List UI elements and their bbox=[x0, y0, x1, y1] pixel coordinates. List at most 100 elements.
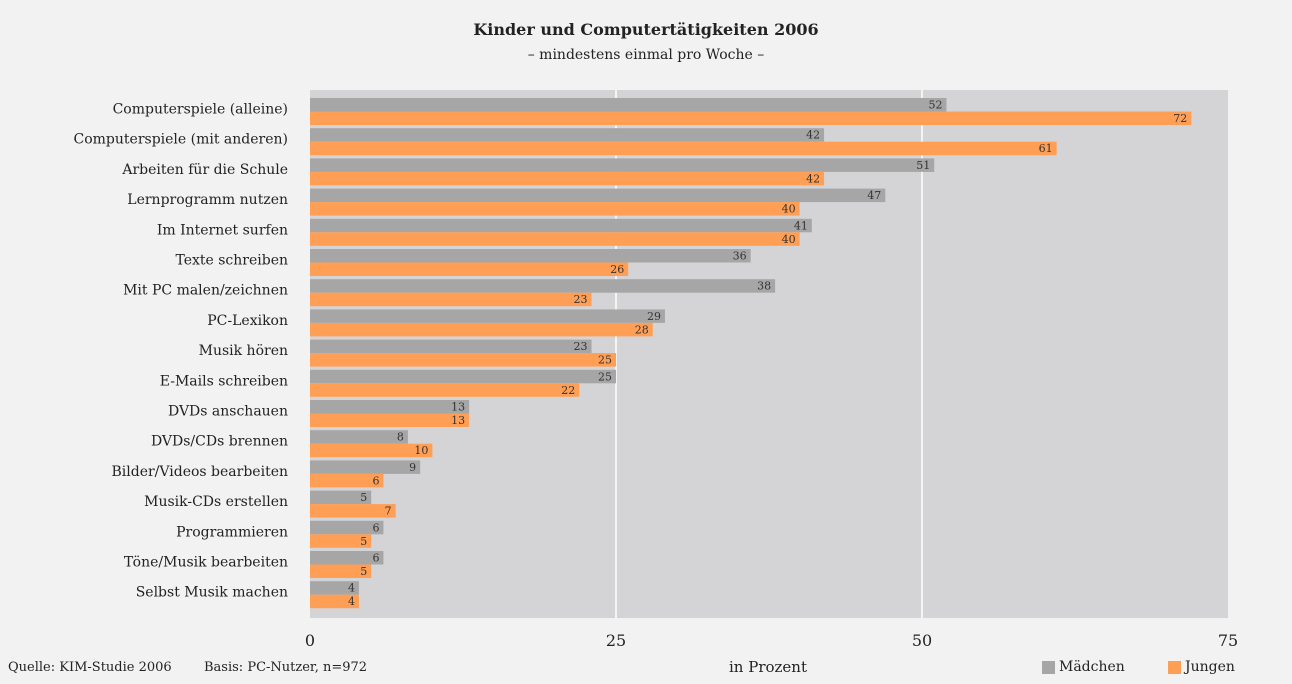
bar-maedchen bbox=[310, 279, 776, 293]
data-label: 6 bbox=[372, 474, 379, 487]
data-label: 5 bbox=[360, 491, 367, 504]
data-label: 5 bbox=[360, 565, 367, 578]
data-label: 23 bbox=[574, 293, 588, 306]
data-label: 10 bbox=[414, 444, 428, 457]
category-label: Texte schreiben bbox=[175, 253, 288, 269]
x-tick-label: 75 bbox=[1218, 631, 1238, 650]
bar-maedchen bbox=[310, 158, 935, 172]
legend-label-maedchen: Mädchen bbox=[1059, 659, 1125, 675]
chart-title: Kinder und Computertätigkeiten 2006 bbox=[473, 20, 819, 39]
source-note: Quelle: KIM-Studie 2006 bbox=[8, 660, 172, 675]
bar-jungen bbox=[310, 594, 359, 609]
category-label: Arbeiten für die Schule bbox=[121, 162, 288, 178]
data-label: 26 bbox=[610, 263, 624, 276]
bar-jungen bbox=[310, 202, 800, 216]
bar-jungen bbox=[310, 322, 653, 337]
x-axis-label: in Prozent bbox=[729, 658, 807, 676]
data-label: 4 bbox=[348, 595, 355, 608]
x-tick-label: 0 bbox=[305, 631, 315, 650]
data-label: 23 bbox=[574, 340, 588, 353]
chart-subtitle: – mindestens einmal pro Woche – bbox=[527, 47, 765, 63]
bar-jungen bbox=[310, 564, 372, 578]
bar-jungen bbox=[310, 232, 800, 246]
bar-maedchen bbox=[310, 460, 421, 474]
category-label: Mit PC malen/zeichnen bbox=[123, 283, 288, 299]
data-label: 6 bbox=[372, 552, 379, 565]
x-tick-label: 25 bbox=[606, 631, 626, 650]
bar-jungen bbox=[310, 292, 592, 307]
category-label: Selbst Musik machen bbox=[136, 585, 288, 601]
category-label: Bilder/Videos bearbeiten bbox=[112, 464, 289, 480]
legend-item-jungen: Jungen bbox=[1168, 659, 1235, 675]
bar-maedchen bbox=[310, 309, 665, 323]
category-label: DVDs anschauen bbox=[168, 404, 288, 420]
data-label: 25 bbox=[598, 370, 612, 383]
data-label: 7 bbox=[385, 505, 392, 518]
category-label: Töne/Musik bearbeiten bbox=[124, 555, 288, 571]
bar-maedchen bbox=[310, 520, 384, 535]
category-label: DVDs/CDs brennen bbox=[151, 434, 288, 450]
data-label: 42 bbox=[806, 129, 820, 142]
data-label: 6 bbox=[372, 521, 379, 534]
legend-item-maedchen: Mädchen bbox=[1042, 659, 1125, 675]
basis-note: Basis: PC-Nutzer, n=972 bbox=[204, 660, 368, 675]
bar-jungen bbox=[310, 504, 396, 518]
legend-label-jungen: Jungen bbox=[1185, 659, 1235, 675]
bar-maedchen bbox=[310, 430, 408, 444]
bar-maedchen bbox=[310, 490, 372, 505]
data-label: 61 bbox=[1039, 142, 1053, 155]
data-label: 29 bbox=[647, 310, 661, 323]
data-label: 42 bbox=[806, 172, 820, 185]
bar-jungen bbox=[310, 171, 825, 186]
category-label: Musik-CDs erstellen bbox=[144, 494, 288, 510]
bar-jungen bbox=[310, 473, 384, 488]
data-label: 40 bbox=[782, 203, 796, 216]
bar-maedchen bbox=[310, 551, 384, 565]
bar-jungen bbox=[310, 141, 1057, 156]
category-label: Lernprogramm nutzen bbox=[127, 192, 288, 208]
data-label: 38 bbox=[757, 280, 771, 293]
bar-jungen bbox=[310, 383, 580, 397]
category-label: Programmieren bbox=[176, 524, 288, 540]
data-label: 41 bbox=[794, 219, 808, 232]
data-label: 5 bbox=[360, 535, 367, 548]
bar-jungen bbox=[310, 413, 470, 427]
bar-jungen bbox=[310, 262, 629, 276]
category-label: Computerspiele (alleine) bbox=[113, 102, 288, 118]
category-label: Computerspiele (mit anderen) bbox=[74, 132, 288, 148]
bar-jungen bbox=[310, 353, 616, 367]
data-label: 47 bbox=[867, 189, 881, 202]
bar-jungen bbox=[310, 534, 372, 548]
bar-maedchen bbox=[310, 98, 947, 112]
category-label: E-Mails schreiben bbox=[160, 373, 288, 389]
bar-jungen bbox=[310, 443, 433, 458]
bar-maedchen bbox=[310, 128, 825, 142]
bar-maedchen bbox=[310, 188, 886, 203]
legend-swatch-jungen bbox=[1168, 660, 1181, 674]
bar-maedchen bbox=[310, 369, 616, 384]
x-tick-label: 50 bbox=[912, 631, 932, 650]
legend-swatch-maedchen bbox=[1042, 660, 1055, 674]
data-label: 8 bbox=[397, 431, 404, 444]
data-label: 52 bbox=[928, 99, 942, 112]
data-label: 13 bbox=[451, 401, 465, 414]
data-label: 22 bbox=[561, 384, 575, 397]
data-label: 4 bbox=[348, 582, 355, 595]
category-label: Musik hören bbox=[199, 343, 288, 359]
data-label: 28 bbox=[635, 323, 649, 336]
data-label: 25 bbox=[598, 354, 612, 367]
data-label: 51 bbox=[916, 159, 930, 172]
data-label: 40 bbox=[782, 233, 796, 246]
data-label: 72 bbox=[1173, 112, 1187, 125]
category-label: Im Internet surfen bbox=[157, 222, 288, 238]
bar-maedchen bbox=[310, 218, 812, 233]
bar-maedchen bbox=[310, 400, 470, 414]
bar-maedchen bbox=[310, 249, 751, 263]
data-label: 13 bbox=[451, 414, 465, 427]
data-label: 9 bbox=[409, 461, 416, 474]
bar-maedchen bbox=[310, 339, 592, 354]
category-label: PC-Lexikon bbox=[207, 313, 288, 329]
data-label: 36 bbox=[733, 250, 747, 263]
